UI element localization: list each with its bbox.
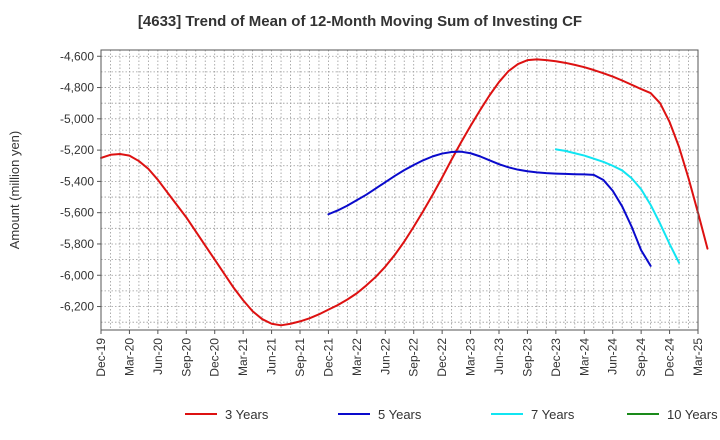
x-tick-label: Dec-24 bbox=[663, 338, 677, 377]
x-tick-label: Mar-23 bbox=[464, 338, 478, 376]
x-tick-label: Jun-21 bbox=[265, 338, 279, 375]
x-tick-label: Sep-20 bbox=[179, 338, 193, 377]
legend-label-10-years: 10 Years bbox=[667, 407, 718, 422]
x-tick-label: Dec-19 bbox=[94, 338, 108, 377]
plot-area bbox=[101, 50, 698, 330]
y-axis-label: Amount (million yen) bbox=[7, 131, 22, 250]
x-tick-label: Dec-22 bbox=[435, 338, 449, 377]
series-line-5-years bbox=[327, 150, 652, 267]
chart-title: [4633] Trend of Mean of 12-Month Moving … bbox=[138, 13, 582, 30]
y-tick-label: -5,800 bbox=[60, 237, 94, 251]
x-tick-label: Dec-20 bbox=[208, 338, 222, 377]
x-tick-label: Jun-24 bbox=[606, 338, 620, 375]
x-tick-label: Mar-24 bbox=[577, 338, 591, 376]
x-tick-label: Dec-23 bbox=[549, 338, 563, 377]
y-tick-label: -5,400 bbox=[60, 174, 94, 188]
x-tick-label: Mar-20 bbox=[122, 338, 136, 376]
legend-label-3-years: 3 Years bbox=[225, 407, 269, 422]
x-tick-label: Sep-21 bbox=[293, 338, 307, 377]
legend-label-7-years: 7 Years bbox=[531, 407, 575, 422]
y-tick-label: -6,200 bbox=[60, 300, 94, 314]
x-tick-label: Sep-22 bbox=[407, 338, 421, 377]
x-axis-ticks: Dec-19 Mar-20 Jun-20 Sep-20 Dec-20 Mar-21 Jun-… bbox=[94, 330, 705, 377]
x-tick-label: Mar-25 bbox=[691, 338, 705, 376]
series-lines bbox=[100, 58, 709, 327]
legend: 3 Years 5 Years 7 Years 10 Years bbox=[185, 407, 718, 422]
y-axis-ticks: -4,600 -4,800 -5,000 -5,200 -5,400 -5,600 -5,8… bbox=[60, 49, 101, 314]
series-line-7-years bbox=[554, 148, 681, 264]
x-tick-label: Jun-20 bbox=[151, 338, 165, 375]
y-tick-label: -5,200 bbox=[60, 143, 94, 157]
x-tick-label: Sep-24 bbox=[634, 338, 648, 377]
x-tick-label: Jun-23 bbox=[492, 338, 506, 375]
x-tick-label: Dec-21 bbox=[321, 338, 335, 377]
x-tick-label: Mar-22 bbox=[350, 338, 364, 376]
y-tick-label: -5,000 bbox=[60, 112, 94, 126]
series-line-3-years bbox=[100, 58, 709, 327]
y-tick-label: -4,800 bbox=[60, 81, 94, 95]
plot-frame bbox=[100, 49, 699, 331]
legend-label-5-years: 5 Years bbox=[378, 407, 422, 422]
y-tick-label: -5,600 bbox=[60, 206, 94, 220]
x-tick-label: Jun-22 bbox=[378, 338, 392, 375]
x-tick-label: Sep-23 bbox=[520, 338, 534, 377]
x-tick-label: Mar-21 bbox=[236, 338, 250, 376]
y-tick-label: -4,600 bbox=[60, 49, 94, 63]
y-tick-label: -6,000 bbox=[60, 268, 94, 282]
